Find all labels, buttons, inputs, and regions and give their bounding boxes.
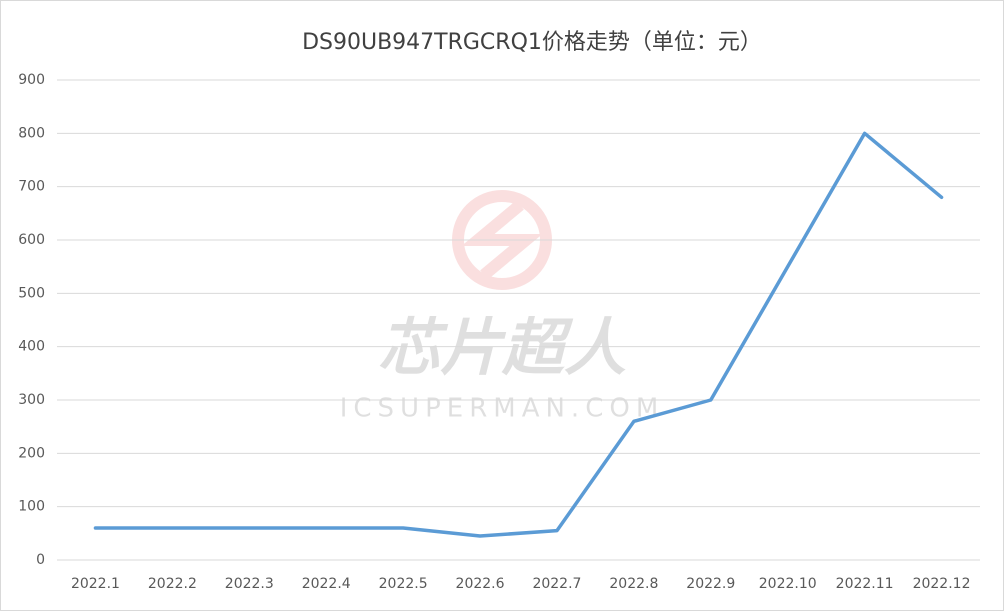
chart-title: DS90UB947TRGCRQ1价格走势（单位：元） <box>302 30 762 55</box>
y-tick-label: 600 <box>18 232 45 248</box>
x-tick-label: 2022.9 <box>686 576 735 592</box>
y-tick-label: 200 <box>18 445 45 461</box>
y-tick-label: 400 <box>18 339 45 355</box>
x-tick-label: 2022.8 <box>609 576 658 592</box>
y-tick-label: 900 <box>18 72 45 88</box>
x-tick-label: 2022.11 <box>836 576 894 592</box>
y-tick-label: 800 <box>18 125 45 141</box>
x-tick-label: 2022.10 <box>759 576 817 592</box>
y-tick-label: 0 <box>36 552 45 568</box>
y-tick-label: 500 <box>18 285 45 301</box>
x-tick-label: 2022.2 <box>148 576 197 592</box>
x-tick-label: 2022.4 <box>302 576 351 592</box>
y-tick-label: 100 <box>18 499 45 515</box>
watermark-title: 芯片超人 <box>378 311 626 384</box>
y-tick-label: 700 <box>18 179 45 195</box>
x-tick-label: 2022.7 <box>532 576 581 592</box>
x-tick-label: 2022.3 <box>225 576 274 592</box>
x-tick-label: 2022.6 <box>456 576 505 592</box>
x-tick-label: 2022.1 <box>71 576 120 592</box>
x-tick-label: 2022.5 <box>379 576 428 592</box>
y-tick-label: 300 <box>18 392 45 408</box>
x-tick-label: 2022.12 <box>913 576 971 592</box>
data-line <box>93 131 944 538</box>
watermark-subtitle: ICSUPERMAN.COM <box>340 394 665 424</box>
